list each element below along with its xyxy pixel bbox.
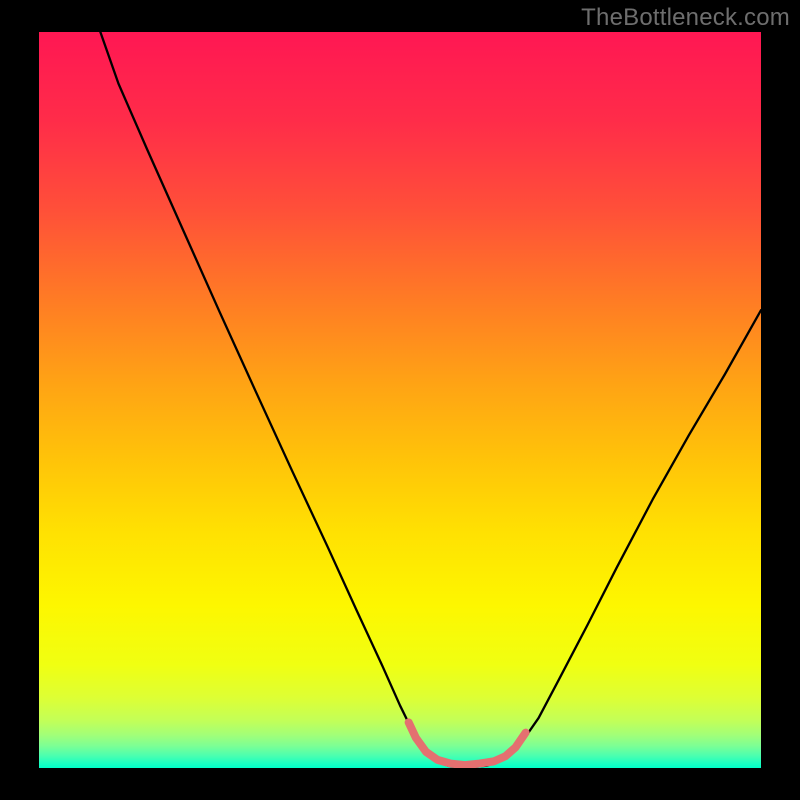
chart-background: [39, 32, 761, 768]
bottleneck-chart: [39, 32, 761, 768]
canvas: TheBottleneck.com: [0, 0, 800, 800]
chart-svg: [39, 32, 761, 768]
watermark-text: TheBottleneck.com: [581, 4, 790, 32]
